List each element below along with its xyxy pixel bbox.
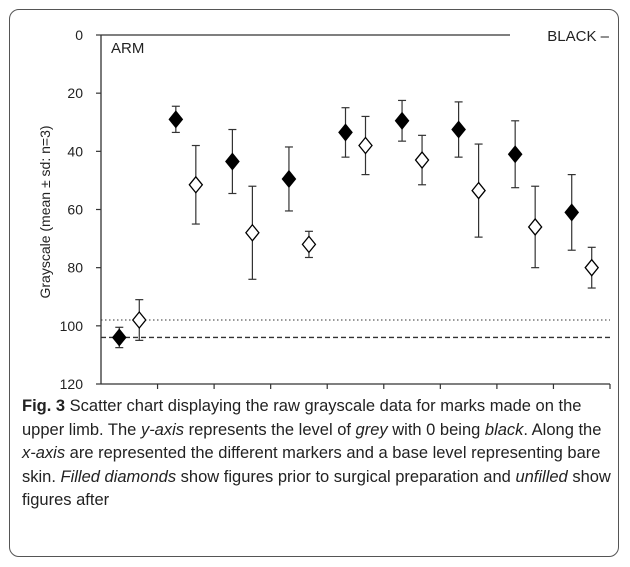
y-tick-label: 80	[67, 260, 83, 276]
y-axis-title: Grayscale (mean ± sd: n=3)	[37, 125, 53, 298]
filled-diamond-point	[507, 145, 523, 164]
unfilled-diamond-point	[245, 223, 260, 242]
error-bars	[115, 99, 596, 349]
arm-label: ARM	[111, 40, 144, 57]
unfilled-diamond-point	[188, 175, 204, 194]
filled-diamond-point	[394, 111, 410, 130]
caption-text: show figures after	[22, 467, 611, 510]
unfilled-diamond-point	[527, 217, 543, 236]
caption-italic-grey: grey	[355, 420, 388, 439]
filled-diamond-point	[281, 169, 297, 188]
caption-text: with 0 being	[387, 420, 485, 439]
figure-frame	[9, 9, 619, 557]
unfilled-diamond-point	[471, 181, 486, 200]
y-tick-label: 100	[60, 318, 84, 334]
caption-italic-x-axis: x-axis	[22, 444, 66, 462]
caption-text: are represented the different markers an…	[22, 444, 601, 486]
y-tick-label: 120	[60, 376, 84, 392]
y-tick-label: 60	[67, 202, 83, 218]
caption-italic-unfilled: unfilled	[515, 467, 568, 486]
unfilled-diamond-point	[584, 258, 600, 277]
reference-lines	[101, 319, 610, 339]
y-tick-label: 20	[67, 85, 83, 101]
unfilled-diamond-point	[358, 136, 373, 155]
filled-diamond-point	[111, 328, 127, 347]
filled-diamond-point	[168, 110, 184, 129]
data-markers	[111, 110, 600, 347]
filled-diamond-point	[338, 123, 353, 142]
caption-italic-black: black	[484, 420, 524, 439]
axes	[96, 34, 611, 389]
unfilled-diamond-point	[301, 235, 317, 254]
caption-fig-label: Fig. 3	[22, 397, 66, 415]
unfilled-diamond-point	[131, 310, 147, 330]
caption-italic-filled-diamonds: Filled diamonds	[60, 467, 177, 486]
black-label: BLACK –	[547, 28, 609, 45]
filled-diamond-point	[225, 152, 240, 171]
caption-italic-y-axis: y-axis	[140, 420, 185, 439]
caption-text: represents the level of	[184, 420, 356, 439]
unfilled-diamond-point	[414, 151, 430, 170]
caption-text: . Along the	[523, 420, 602, 439]
filled-diamond-point	[451, 120, 466, 139]
y-tick-label: 0	[75, 27, 83, 43]
filled-diamond-point	[564, 203, 580, 222]
figure-caption: Fig. 3 Scatter chart displaying the raw …	[22, 395, 612, 513]
y-tick-label: 40	[67, 143, 83, 159]
caption-text: show figures prior to surgical preparati…	[176, 467, 516, 486]
caption-text: Scatter chart displaying the raw graysca…	[22, 397, 582, 439]
y-tick-labels: 0 20 40 60 80 100 120	[60, 27, 84, 392]
